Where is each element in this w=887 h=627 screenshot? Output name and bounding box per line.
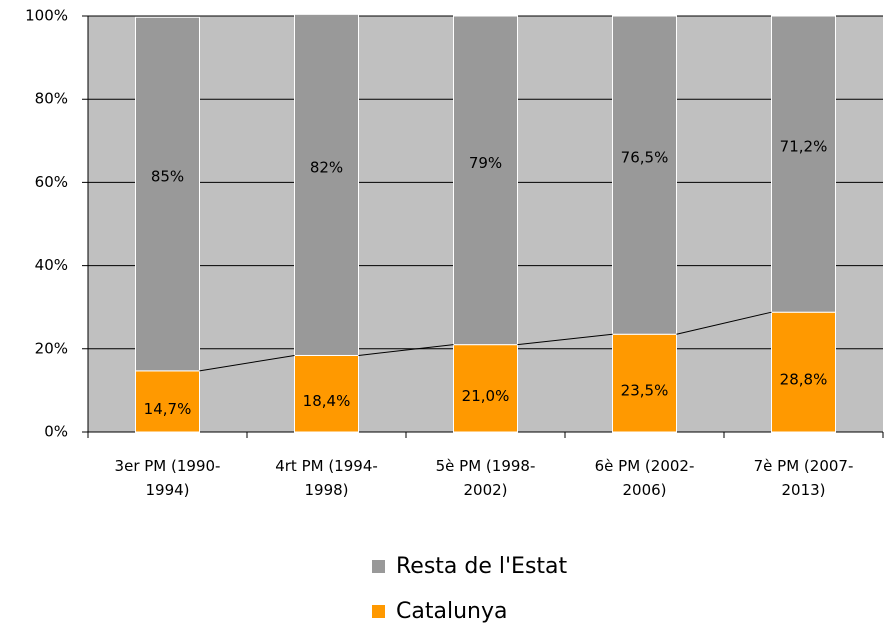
y-tick-label: 80% bbox=[35, 90, 68, 108]
data-label: 85% bbox=[151, 168, 184, 186]
bar-segment bbox=[135, 370, 200, 433]
data-label: 14,7% bbox=[144, 400, 192, 418]
legend-label: Catalunya bbox=[396, 599, 507, 624]
x-tick-label: 3er PM (1990-1994) bbox=[115, 457, 221, 499]
legend-label: Resta de l'Estat bbox=[396, 554, 568, 579]
series-line bbox=[199, 354, 295, 372]
series-line bbox=[676, 311, 772, 335]
series-line bbox=[358, 344, 454, 356]
bar-segment bbox=[135, 16, 200, 372]
legend-swatch bbox=[372, 560, 385, 573]
bar-segment bbox=[612, 333, 677, 433]
y-tick-label: 0% bbox=[44, 423, 68, 441]
bar-segment bbox=[294, 354, 359, 433]
x-tick-label: 4rt PM (1994-1998) bbox=[275, 457, 378, 499]
legend-swatch bbox=[372, 605, 385, 618]
bar-segment bbox=[771, 15, 836, 313]
x-tick-label: 5è PM (1998-2002) bbox=[436, 457, 536, 499]
y-tick-label: 100% bbox=[25, 7, 68, 25]
y-tick-label: 20% bbox=[35, 339, 68, 357]
y-tick-label: 60% bbox=[35, 173, 68, 191]
data-label: 18,4% bbox=[303, 392, 351, 410]
data-label: 82% bbox=[310, 158, 343, 176]
bar-segment bbox=[453, 344, 518, 433]
bar-segment bbox=[612, 15, 677, 335]
x-tick-label: 7è PM (2007-2013) bbox=[754, 457, 854, 499]
data-label: 76,5% bbox=[621, 149, 669, 167]
data-label: 28,8% bbox=[780, 371, 828, 389]
y-tick-label: 40% bbox=[35, 256, 68, 274]
data-label: 21,0% bbox=[462, 387, 510, 405]
x-tick-label: 6è PM (2002-2006) bbox=[595, 457, 695, 499]
data-label: 23,5% bbox=[621, 382, 669, 400]
bar-segment bbox=[453, 15, 518, 346]
data-label: 79% bbox=[469, 154, 502, 172]
series-line bbox=[517, 333, 613, 346]
data-label: 71,2% bbox=[780, 138, 828, 156]
bar-segment bbox=[294, 13, 359, 356]
bar-segment bbox=[771, 311, 836, 433]
